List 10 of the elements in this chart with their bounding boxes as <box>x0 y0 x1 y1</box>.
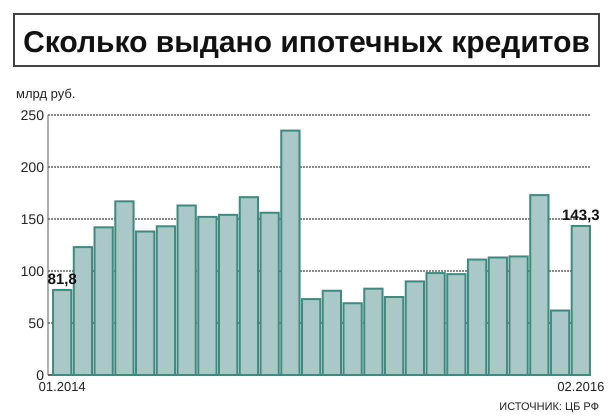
y-tick-label: 50 <box>28 314 44 331</box>
text: ИСТОЧНИК: ЦБ РФ <box>499 401 599 413</box>
y-tick-label: 250 <box>20 106 44 123</box>
y-tick-label: 150 <box>20 210 44 227</box>
y-axis-title: млрд руб. <box>16 86 76 101</box>
y-tick-label: 100 <box>20 262 44 279</box>
data-label: 143,3 <box>562 206 600 224</box>
chart-title: Сколько выдано ипотечных кредитов <box>23 26 590 59</box>
y-tick-label: 200 <box>20 158 44 175</box>
x-tick-label: 02.2016 <box>557 379 604 394</box>
